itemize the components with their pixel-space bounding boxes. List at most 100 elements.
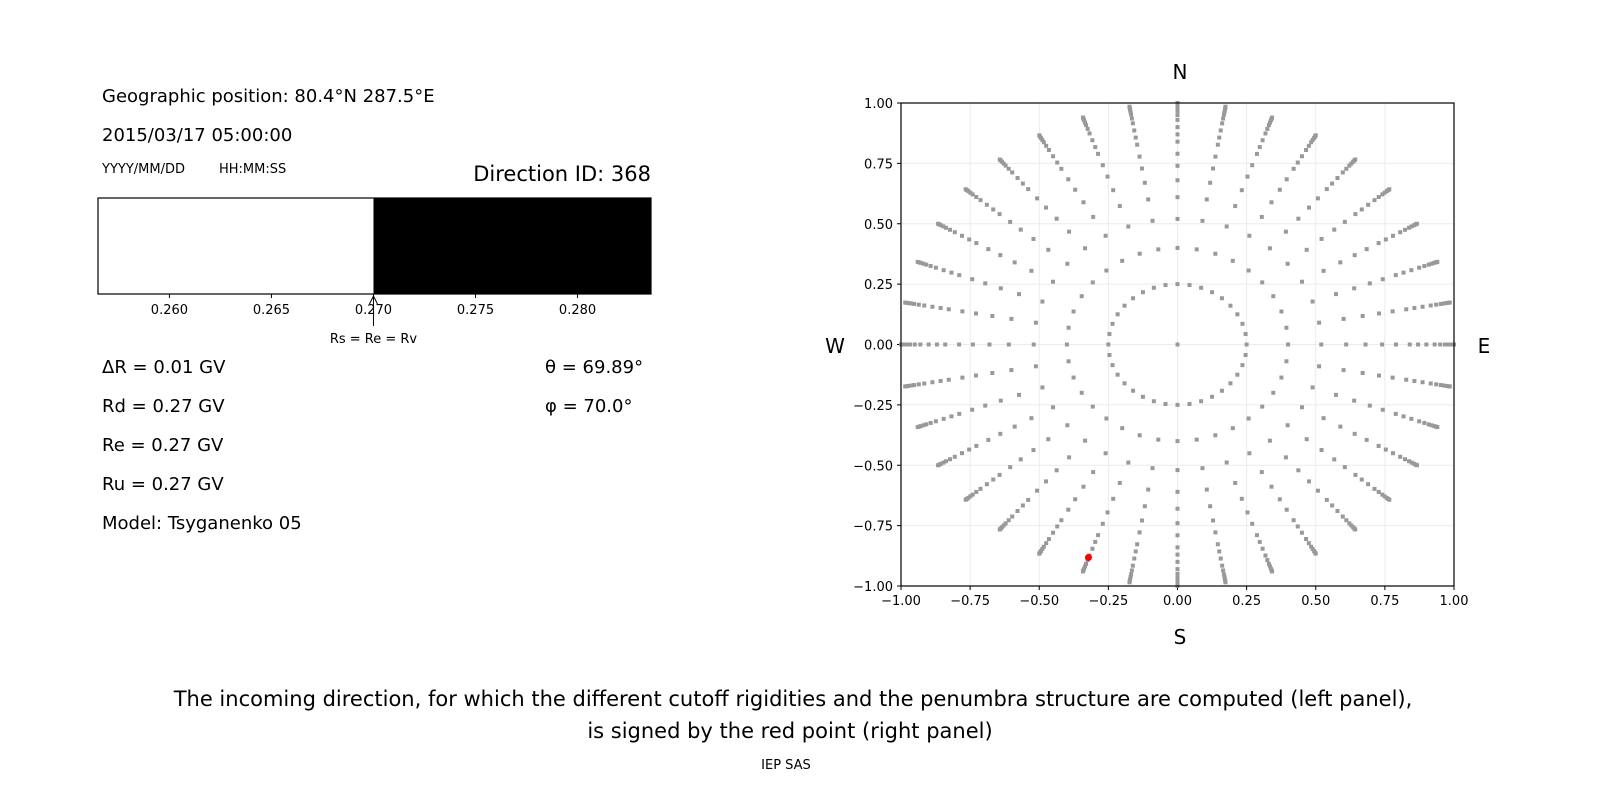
data-point <box>1151 399 1156 404</box>
data-point <box>1129 568 1134 573</box>
data-point <box>1221 568 1226 573</box>
data-point <box>1175 521 1180 526</box>
data-point <box>946 377 951 382</box>
data-point <box>1372 198 1377 203</box>
data-point <box>1300 279 1305 284</box>
data-point <box>1224 460 1229 465</box>
data-point <box>1017 292 1022 297</box>
data-point <box>948 457 953 462</box>
data-point <box>1218 128 1223 133</box>
data-point <box>1085 126 1090 131</box>
data-point <box>1132 128 1137 133</box>
data-point <box>1401 270 1406 275</box>
data-point <box>1310 385 1315 390</box>
data-point <box>1377 311 1382 316</box>
data-point <box>1218 556 1223 561</box>
data-point <box>1110 321 1115 326</box>
data-point <box>1219 388 1224 393</box>
data-point <box>1409 416 1414 421</box>
data-point <box>1230 426 1235 431</box>
data-point <box>1187 401 1192 406</box>
data-point <box>1067 455 1072 460</box>
data-point <box>1291 518 1296 523</box>
data-point <box>1006 166 1011 171</box>
data-point <box>1037 133 1042 138</box>
phi-value: φ = 70.0° <box>545 396 632 417</box>
data-point <box>933 419 938 424</box>
data-point <box>998 398 1003 403</box>
data-point <box>1066 359 1071 364</box>
data-point <box>1277 497 1282 502</box>
data-point <box>1333 392 1338 397</box>
data-point <box>1142 180 1147 185</box>
data-point <box>1187 283 1192 288</box>
data-point <box>1175 578 1180 583</box>
data-point <box>1204 487 1209 492</box>
data-point <box>1003 163 1008 168</box>
data-point <box>1137 154 1142 159</box>
data-point <box>1352 286 1357 291</box>
penumbra-segment <box>98 198 374 294</box>
data-point <box>915 259 920 264</box>
data-point <box>1283 455 1288 460</box>
data-point <box>1332 457 1337 462</box>
data-point <box>1250 163 1255 168</box>
data-point <box>1367 281 1372 286</box>
direction-id: Direction ID: 368 <box>473 162 651 186</box>
data-point <box>1194 247 1199 252</box>
data-point <box>1175 113 1180 118</box>
data-point <box>1031 448 1036 453</box>
data-point <box>1250 521 1255 526</box>
data-point <box>1065 261 1070 266</box>
data-point <box>1221 112 1226 117</box>
data-point <box>1043 479 1048 484</box>
data-point <box>1093 539 1098 544</box>
data-point <box>1129 572 1134 577</box>
data-point <box>1012 260 1017 265</box>
data-point <box>1235 312 1240 317</box>
data-point <box>974 489 979 494</box>
caption-line-1: The incoming direction, for which the di… <box>173 687 1413 711</box>
data-point <box>930 380 935 385</box>
data-point <box>928 264 933 269</box>
data-point <box>1139 518 1144 523</box>
data-point <box>1434 302 1439 307</box>
data-point <box>991 207 996 212</box>
data-point <box>1031 342 1036 347</box>
data-point <box>960 309 965 314</box>
data-point <box>1175 178 1180 183</box>
data-point <box>946 307 951 312</box>
data-point <box>1122 381 1127 386</box>
data-point <box>1330 503 1335 508</box>
data-point <box>922 381 927 386</box>
data-point <box>1295 160 1300 165</box>
data-point <box>1376 443 1381 448</box>
data-point <box>986 437 991 442</box>
data-point <box>1442 342 1447 347</box>
data-point <box>1254 533 1259 538</box>
data-point <box>1246 268 1251 273</box>
data-point <box>1233 204 1238 209</box>
data-point <box>903 300 908 305</box>
x-tick-label: 0.00 <box>1163 594 1192 609</box>
data-point <box>1353 212 1358 217</box>
data-point <box>1079 294 1084 299</box>
data-point <box>1285 423 1290 428</box>
delta-r-value: ΔR = 0.01 GV <box>102 357 226 378</box>
data-point <box>1306 143 1311 148</box>
data-point <box>1259 470 1264 475</box>
data-point <box>1064 342 1069 347</box>
data-point <box>909 383 914 388</box>
data-point <box>1084 561 1089 566</box>
data-point <box>1035 488 1040 493</box>
data-point <box>1105 174 1110 179</box>
data-point <box>1055 524 1060 529</box>
data-point <box>1309 140 1314 145</box>
data-point <box>1279 375 1284 380</box>
data-point <box>1050 405 1055 410</box>
data-point <box>1175 567 1180 572</box>
data-point <box>1106 342 1111 347</box>
data-point <box>1029 268 1034 273</box>
data-point <box>1420 380 1425 385</box>
